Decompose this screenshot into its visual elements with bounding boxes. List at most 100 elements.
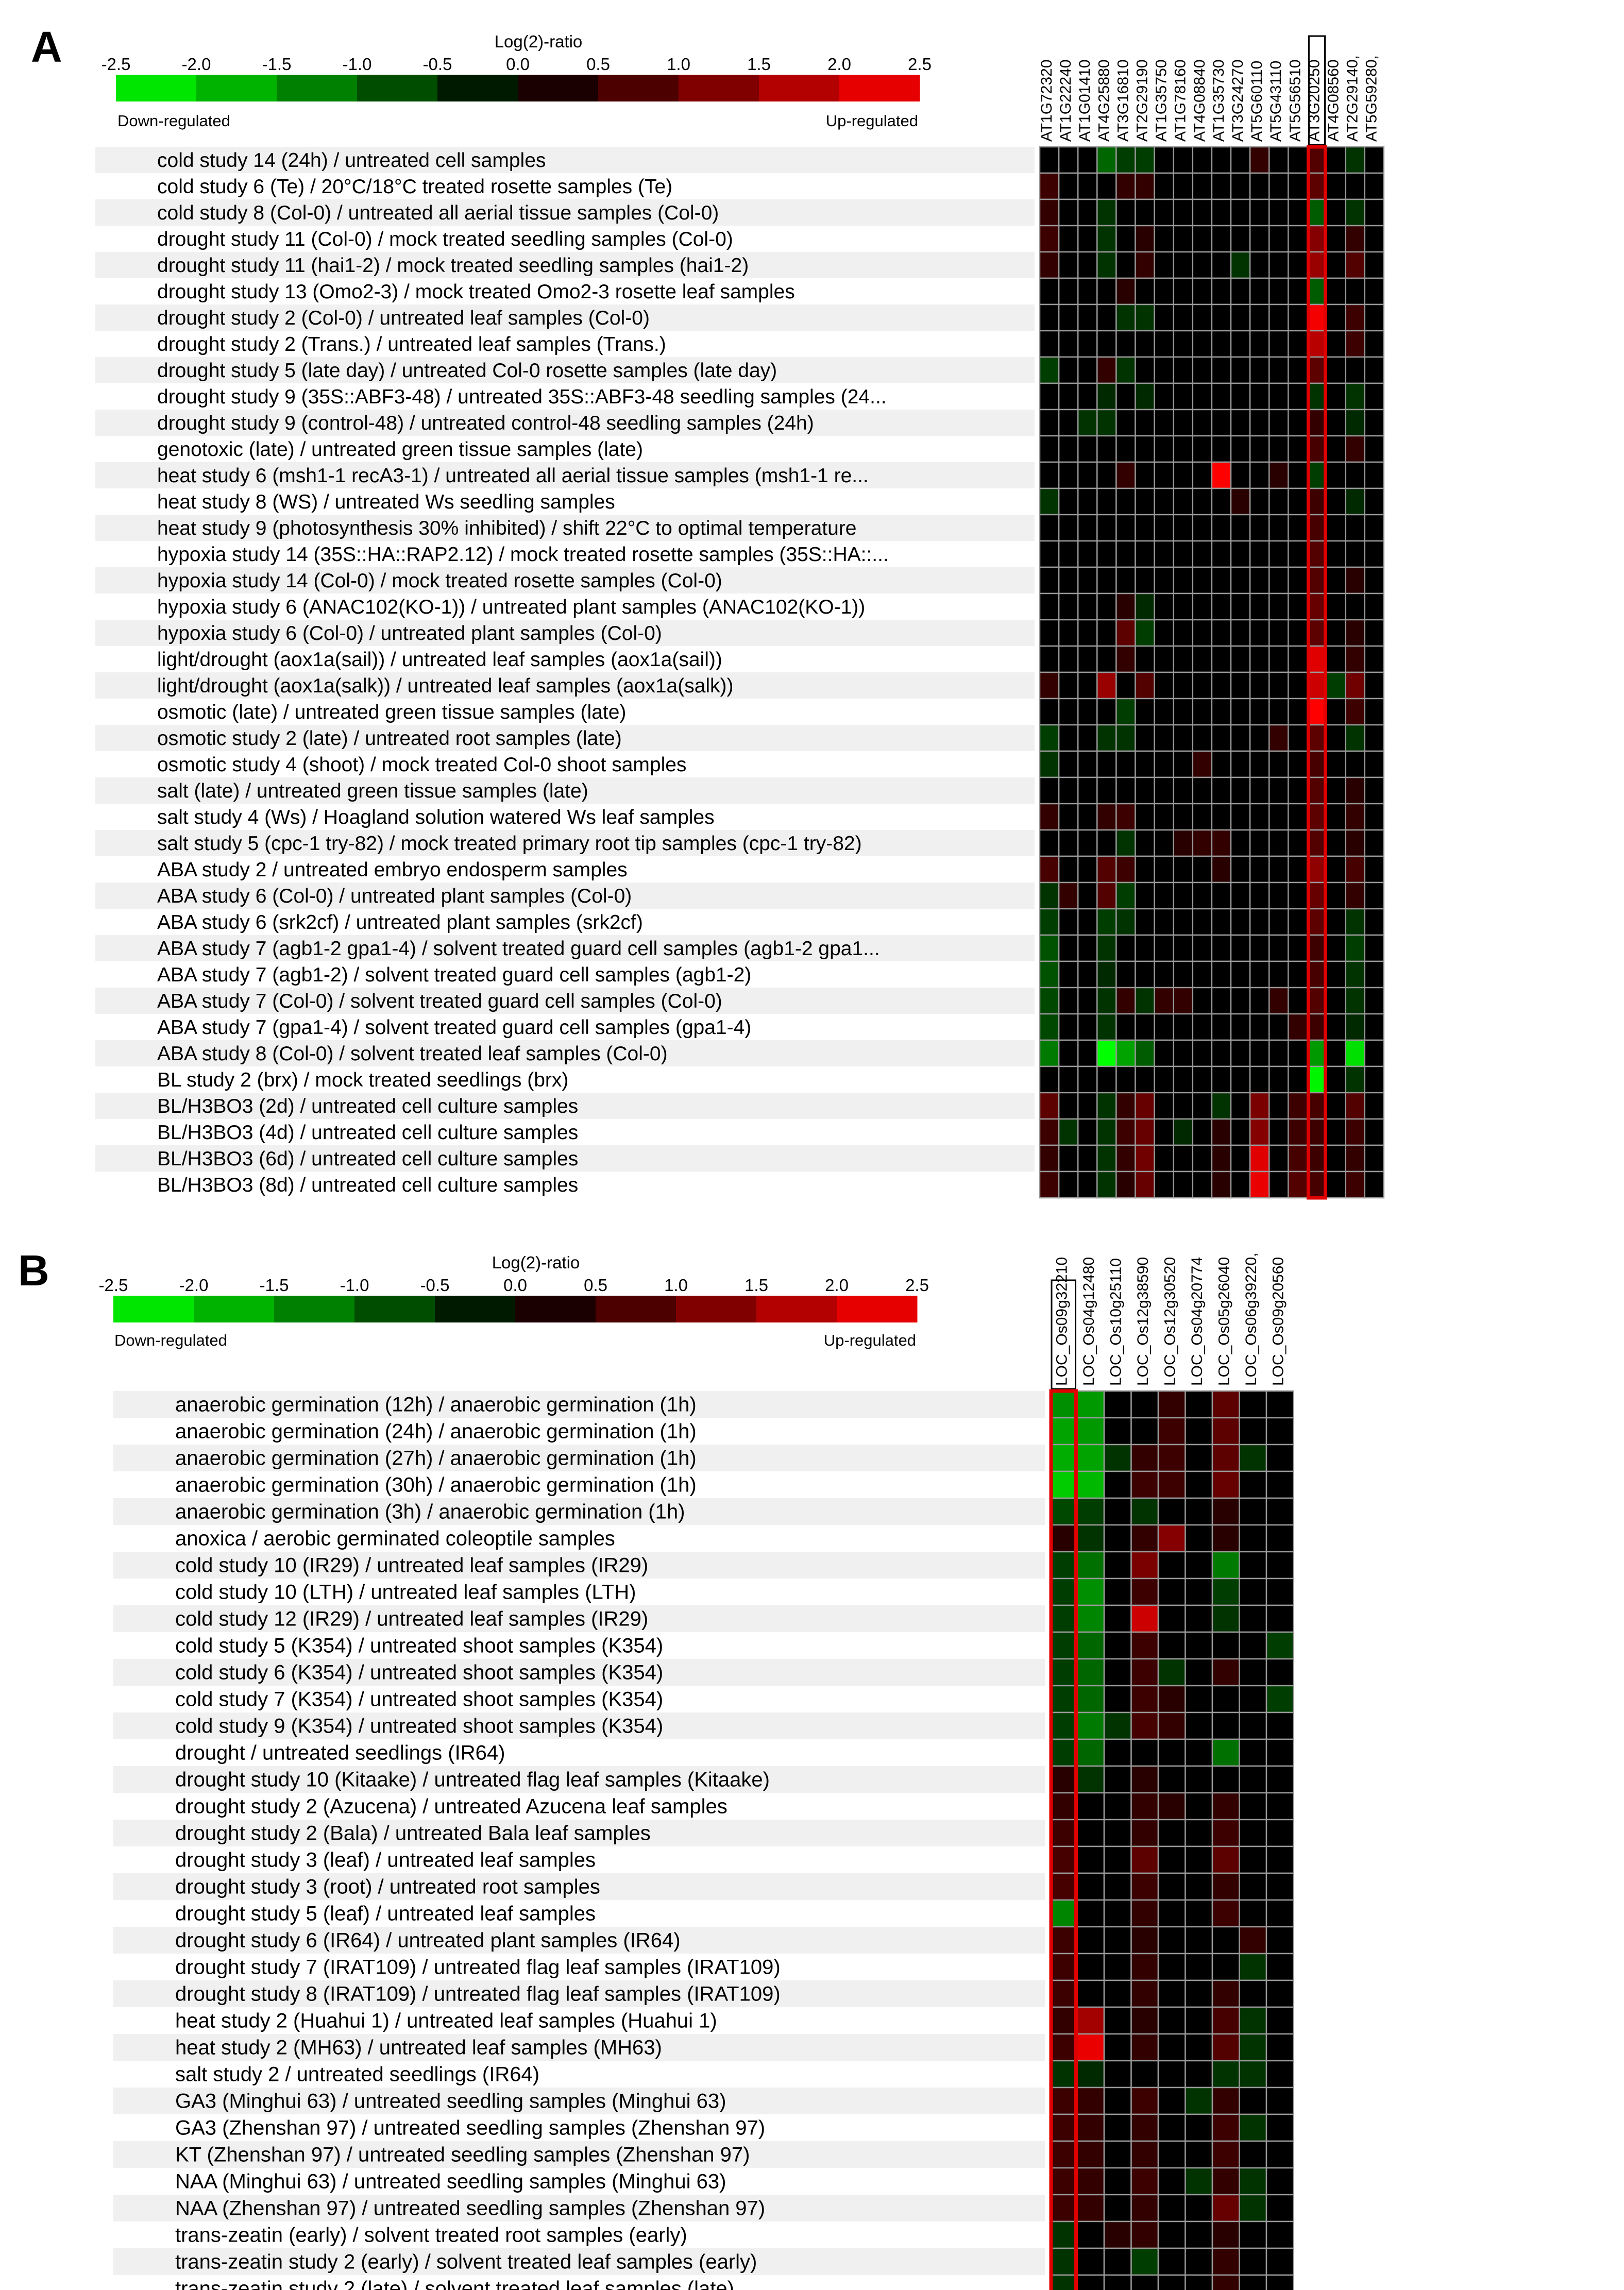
heatmap-cell	[1326, 1065, 1346, 1094]
heatmap-cell	[1230, 1092, 1251, 1120]
heatmap-cell	[1154, 225, 1174, 253]
heatmap-cell	[1157, 1658, 1186, 1687]
heatmap-cell	[1288, 645, 1308, 673]
heatmap-cell	[1192, 855, 1213, 884]
heatmap-cell	[1265, 2033, 1294, 2062]
heatmap-cell	[1364, 1118, 1385, 1146]
heatmap-cell	[1345, 934, 1365, 962]
heatmap-cell	[1364, 698, 1385, 726]
heatmap-cell	[1115, 592, 1136, 621]
heatmap-cell	[1239, 2087, 1267, 2115]
heatmap-cell	[1211, 1845, 1240, 1874]
heatmap-cell	[1345, 251, 1365, 279]
heatmap-cell	[1096, 855, 1117, 884]
heatmap-cell	[1307, 461, 1327, 489]
heatmap-cell	[1268, 566, 1289, 595]
heatmap-cell	[1345, 987, 1365, 1015]
heatmap-cell	[1265, 2006, 1294, 2035]
heatmap-cell	[1185, 1470, 1213, 1499]
scale-tick-label: 0.5	[584, 1276, 607, 1295]
heatmap-cell	[1130, 2167, 1159, 2196]
heatmap-cell	[1185, 1711, 1213, 1740]
heatmap-cell	[1058, 619, 1079, 647]
heatmap-cell	[1185, 2140, 1213, 2169]
heatmap-cell	[1364, 671, 1385, 700]
heatmap-cell	[1039, 1118, 1060, 1146]
heatmap-cell	[1211, 1092, 1232, 1120]
heatmap-cell	[1288, 776, 1308, 805]
row-label: salt study 4 (Ws) / Hoagland solution wa…	[157, 806, 715, 828]
heatmap-cell	[1239, 2247, 1267, 2276]
row-label: drought study 13 (Omo2-3) / mock treated…	[157, 281, 795, 303]
heatmap-cell	[1185, 1417, 1213, 1446]
heatmap-cell	[1076, 2167, 1105, 2196]
heatmap-cell	[1135, 1118, 1155, 1146]
heatmap-cell	[1157, 2167, 1186, 2196]
heatmap-cell	[1157, 1738, 1186, 1767]
heatmap-cell	[1130, 1417, 1159, 1446]
heatmap-cell	[1130, 1953, 1159, 1981]
heatmap-cell	[1288, 1013, 1308, 1041]
row-stripe	[95, 515, 1035, 541]
heatmap-cell	[1039, 303, 1060, 332]
heatmap-cell	[1058, 934, 1079, 962]
heatmap-cell	[1326, 829, 1346, 857]
heatmap-cell	[1345, 619, 1365, 647]
heatmap-cell	[1211, 1792, 1240, 1821]
heatmap-cell	[1135, 671, 1155, 700]
column-label: AT2G29140,	[1344, 55, 1361, 142]
heatmap-cell	[1058, 1039, 1079, 1067]
heatmap-cell	[1077, 198, 1098, 227]
heatmap-cell	[1154, 382, 1174, 411]
heatmap-cell	[1058, 435, 1079, 463]
heatmap-cell	[1249, 409, 1270, 437]
heatmap-cell	[1239, 1738, 1267, 1767]
heatmap-cell	[1130, 2033, 1159, 2062]
heatmap-cell	[1345, 1092, 1365, 1120]
heatmap-cell	[1115, 382, 1136, 411]
heatmap-cell	[1249, 645, 1270, 673]
heatmap-cell	[1039, 1013, 1060, 1041]
scale-segment	[598, 75, 679, 101]
scale-segment	[116, 75, 197, 101]
heatmap-cell	[1039, 592, 1060, 621]
heatmap-cell	[1077, 671, 1098, 700]
heatmap-cell	[1211, 1497, 1240, 1526]
heatmap-cell	[1345, 1171, 1365, 1199]
heatmap-cell	[1077, 409, 1098, 437]
heatmap-cell	[1173, 146, 1194, 174]
heatmap-cell	[1211, 1926, 1240, 1955]
heatmap-cell	[1249, 1039, 1270, 1067]
heatmap-cell	[1103, 2060, 1132, 2089]
row-label: light/drought (aox1a(salk)) / untreated …	[157, 675, 734, 697]
heatmap-cell	[1096, 277, 1117, 306]
heatmap-cell	[1115, 1118, 1136, 1146]
heatmap-cell	[1268, 1039, 1289, 1067]
scale-tick-label: -2.5	[99, 1276, 128, 1295]
column-label: AT4G25880	[1095, 59, 1112, 142]
row-stripe	[113, 1605, 1045, 1632]
heatmap-cell	[1058, 855, 1079, 884]
heatmap-cell	[1157, 1390, 1186, 1419]
row-stripe	[113, 1498, 1045, 1525]
heatmap-cell	[1157, 1926, 1186, 1955]
heatmap-cell	[1265, 1926, 1294, 1955]
heatmap-cell	[1230, 198, 1251, 227]
row-label: ABA study 7 (gpa1-4) / solvent treated g…	[157, 1016, 751, 1039]
heatmap-cell	[1077, 461, 1098, 489]
heatmap-cell	[1185, 2194, 1213, 2223]
heatmap-cell	[1103, 1845, 1132, 1874]
heatmap-cell	[1211, 1013, 1232, 1041]
heatmap-cell	[1307, 724, 1327, 752]
heatmap-cell	[1288, 619, 1308, 647]
heatmap-cell	[1326, 277, 1346, 306]
heatmap-cell	[1211, 881, 1232, 910]
column-label: AT1G78160	[1172, 59, 1189, 142]
heatmap-cell	[1077, 881, 1098, 910]
heatmap-cell	[1076, 1979, 1105, 2008]
heatmap-cell	[1307, 225, 1327, 253]
heatmap-cell	[1211, 1524, 1240, 1553]
heatmap-cell	[1326, 776, 1346, 805]
heatmap-cell	[1345, 1144, 1365, 1173]
heatmap-cell	[1288, 698, 1308, 726]
